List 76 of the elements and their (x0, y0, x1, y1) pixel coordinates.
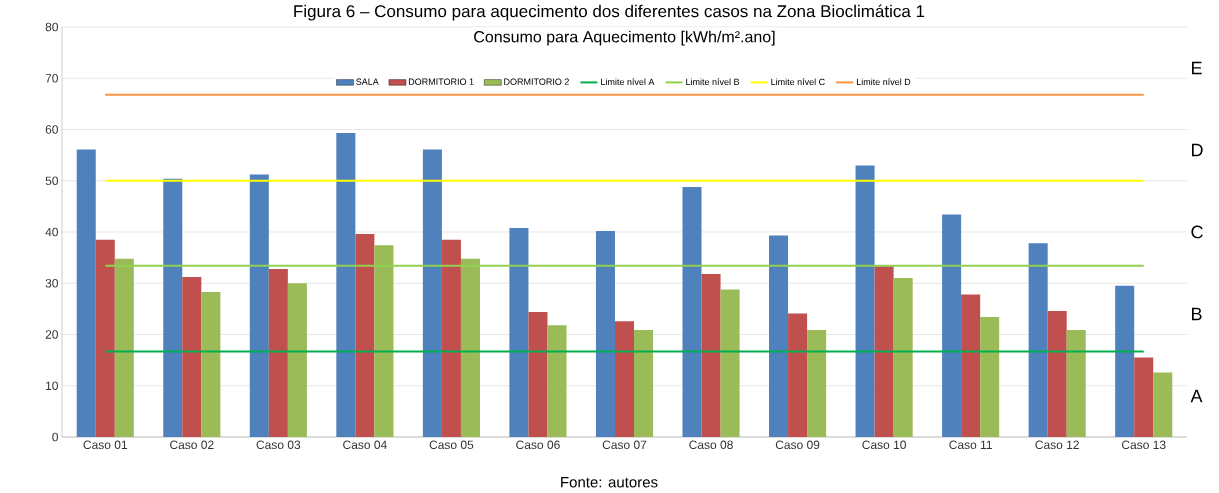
x-tick-label: Caso 02 (170, 440, 214, 450)
legend-label: Limite nível B (686, 78, 740, 86)
bar (163, 178, 183, 437)
y-tick-label: 50 (45, 176, 58, 185)
bar (249, 174, 269, 437)
y-tick-label: 0 (52, 432, 58, 442)
text: A (1190, 389, 1203, 403)
bar (595, 230, 615, 437)
legend-label: Limite nível D (856, 78, 911, 86)
x-tick-label: Caso 04 (343, 440, 387, 450)
x-tick-label: Caso 10 (862, 440, 906, 450)
bar (874, 266, 894, 437)
bar (355, 234, 375, 437)
x-tick-label: Caso 09 (775, 440, 820, 450)
y-tick-label: 30 (45, 279, 58, 288)
y-tick-label: 70 (45, 74, 58, 83)
bar (95, 239, 115, 437)
bar (682, 186, 702, 437)
bar (509, 227, 529, 437)
x-tick-label: Caso 05 (429, 440, 474, 450)
chart-title: Consumo para Aquecimento [kWh/m².ano] (474, 30, 775, 46)
y-tick-label: 40 (45, 227, 58, 237)
y-tick-label: 20 (45, 330, 58, 339)
bar (720, 289, 740, 437)
text: C (1191, 225, 1203, 239)
source-note: Fonte: autores (561, 477, 658, 488)
y-tick-label: 10 (46, 381, 58, 390)
bar (441, 239, 461, 437)
legend-label: DORMITORIO 2 (504, 78, 569, 85)
bar (980, 317, 1000, 437)
x-tick-label: Caso 06 (516, 440, 560, 450)
bar (1134, 357, 1154, 437)
x-tick-label: Caso 01 (83, 440, 128, 450)
bar (76, 149, 96, 437)
x-tick-label: Caso 08 (689, 440, 733, 450)
legend-label: Limite nível C (771, 78, 825, 86)
bar (634, 329, 654, 437)
bar (893, 278, 913, 437)
bar (528, 311, 548, 437)
legend-label: DORMITORIO 1 (408, 78, 474, 85)
bar (1153, 372, 1173, 437)
bar (374, 245, 394, 437)
bar (942, 214, 962, 437)
bar (547, 325, 567, 437)
bar (460, 258, 480, 437)
bar (201, 291, 221, 437)
text: Figura 6 – Consumo para aquecimento dos diferentes casos na Zona Bioclimática 1 (294, 4, 925, 21)
bar (961, 294, 981, 437)
text: D (1192, 143, 1203, 157)
x-tick-label: Caso 03 (256, 440, 301, 450)
bar (268, 268, 288, 437)
bar (1115, 285, 1135, 437)
bar (422, 149, 442, 437)
legend-label: Limite nível A (601, 78, 655, 86)
bar (336, 133, 356, 437)
text: E (1192, 61, 1202, 75)
bar (769, 235, 789, 437)
legend-label: SALA (356, 78, 379, 85)
bar (701, 274, 721, 437)
x-tick-label: Caso 07 (602, 440, 647, 450)
x-tick-label: Caso 13 (1121, 440, 1166, 450)
x-tick-label: Caso 11 (949, 440, 992, 450)
bar (855, 165, 875, 437)
y-tick-label: 80 (45, 22, 58, 32)
x-tick-label: Caso 12 (1035, 440, 1079, 450)
bar (1047, 310, 1067, 437)
y-tick-label: 60 (45, 125, 58, 134)
bar (114, 258, 134, 437)
text: B (1192, 307, 1202, 321)
bar (287, 283, 307, 437)
bar (1028, 243, 1048, 437)
bar (182, 277, 202, 437)
bar (614, 321, 635, 437)
bar (807, 329, 827, 437)
bar (1066, 329, 1086, 437)
bar (788, 313, 808, 437)
